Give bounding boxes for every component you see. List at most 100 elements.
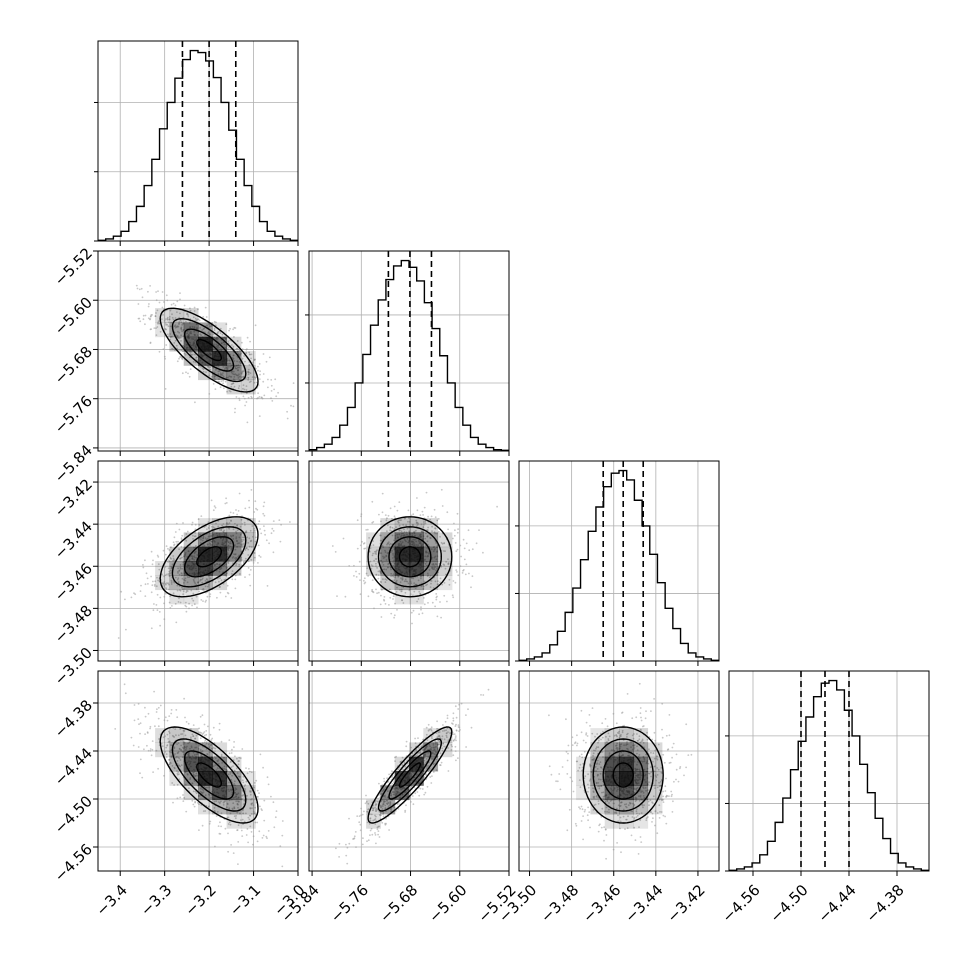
sample-point (376, 549, 378, 552)
sample-point (171, 782, 174, 784)
sample-point (232, 370, 235, 373)
sample-point (173, 543, 176, 546)
sample-point (379, 534, 382, 537)
sample-point (199, 327, 202, 329)
sample-point (413, 590, 416, 593)
sample-point (404, 578, 407, 581)
sample-point (236, 757, 238, 760)
density-grid (155, 308, 256, 395)
sample-point (235, 564, 237, 567)
sample-point (178, 569, 181, 572)
sample-point (452, 537, 454, 540)
sample-point (424, 522, 427, 525)
sample-point (231, 808, 234, 811)
sample-point (208, 794, 211, 797)
sample-point (419, 787, 422, 790)
sample-point (151, 740, 154, 742)
contour-level-3 (367, 726, 453, 824)
sample-point (191, 353, 194, 356)
sample-point (137, 317, 140, 320)
sample-point (453, 522, 455, 525)
sample-point (451, 722, 453, 725)
density-cell (409, 575, 424, 591)
sample-point (207, 585, 209, 588)
sample-point (182, 750, 184, 753)
density-cell (212, 546, 228, 562)
sample-point (379, 806, 382, 809)
sample-point (249, 807, 252, 809)
sample-point (166, 573, 168, 576)
sample-point (183, 697, 186, 700)
sample-point (369, 819, 372, 822)
contour-level-0 (196, 546, 222, 568)
sample-point (259, 370, 261, 373)
sample-point (234, 366, 237, 368)
sample-point (167, 741, 170, 744)
sample-point (204, 585, 207, 588)
sample-point (167, 588, 170, 591)
density-cell (155, 575, 170, 591)
sample-point (235, 800, 238, 803)
sample-point (371, 579, 374, 581)
sample-point (396, 609, 398, 611)
panel-1-0 (93, 250, 299, 456)
sample-point (148, 303, 150, 305)
sample-point (253, 529, 256, 532)
sample-point (171, 316, 174, 319)
sample-point (192, 599, 195, 602)
sample-point (411, 795, 414, 797)
sample-point (420, 606, 422, 608)
sample-point (240, 829, 243, 832)
sample-point (157, 706, 160, 709)
density-cell (380, 518, 396, 533)
sample-point (204, 794, 207, 797)
sample-point (157, 725, 160, 728)
sample-point (222, 372, 224, 374)
sample-point (255, 367, 257, 370)
sample-point (267, 386, 269, 389)
sample-point (362, 579, 365, 582)
sample-point (216, 769, 218, 772)
sample-point (421, 612, 424, 615)
sample-point (275, 395, 278, 398)
sample-point (167, 335, 170, 337)
sample-point (240, 352, 243, 355)
sample-point (247, 379, 250, 381)
sample-point (144, 715, 147, 718)
sample-point (238, 775, 241, 778)
sample-point (431, 737, 433, 740)
sample-point (171, 605, 173, 607)
sample-point (405, 524, 407, 527)
sample-point (175, 344, 178, 347)
sample-point (381, 588, 383, 591)
sample-point (245, 547, 248, 549)
sample-point (215, 369, 217, 371)
sample-point (260, 532, 263, 535)
sample-point (452, 596, 455, 599)
sample-point (452, 719, 455, 722)
sample-point (455, 550, 458, 553)
sample-point (176, 589, 179, 592)
sample-point (177, 325, 180, 328)
sample-point (235, 509, 237, 511)
sample-point (401, 577, 404, 579)
sample-point (238, 361, 241, 363)
sample-point (440, 616, 442, 619)
sample-point (335, 847, 337, 850)
sample-point (354, 831, 357, 833)
sample-point (143, 748, 145, 751)
sample-point (366, 567, 369, 570)
sample-point (176, 347, 179, 350)
sample-point (214, 845, 216, 848)
sample-point (229, 363, 232, 365)
sample-point (435, 542, 438, 544)
sample-point (248, 537, 251, 540)
sample-point (638, 682, 641, 685)
sample-point (176, 743, 179, 746)
sample-point (390, 572, 393, 575)
sample-point (191, 604, 194, 607)
sample-point (229, 823, 232, 826)
sample-point (194, 737, 197, 740)
histogram-step (519, 469, 719, 661)
sample-point (194, 528, 197, 531)
